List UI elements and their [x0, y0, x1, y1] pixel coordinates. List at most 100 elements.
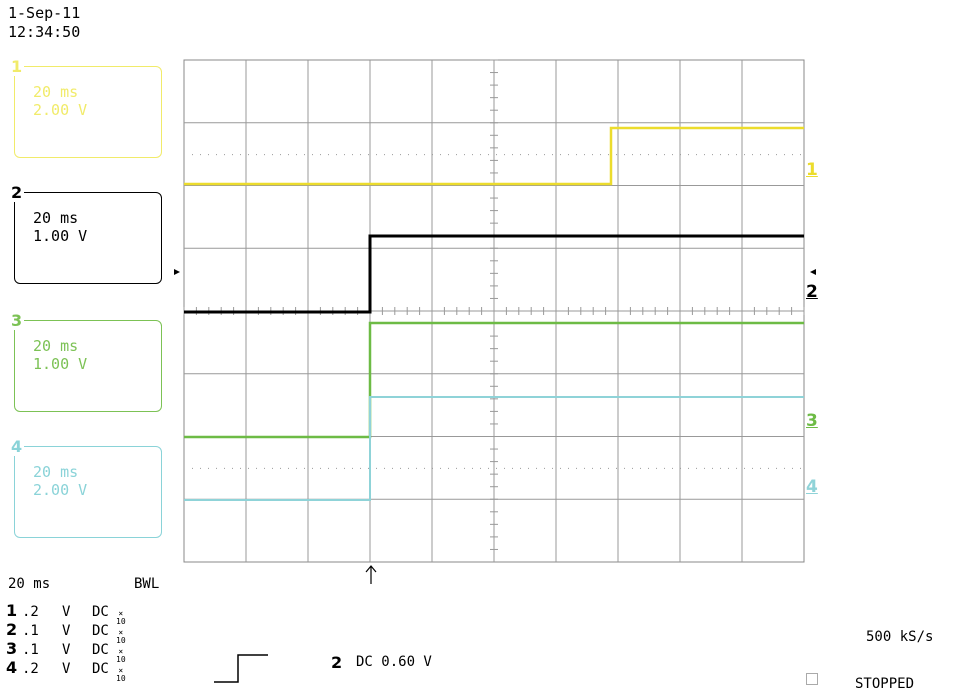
- channel-2-volts: 1.00 V: [33, 227, 88, 245]
- graticule-dot: [688, 467, 689, 469]
- graticule-dot: [232, 467, 233, 469]
- graticule-dot: [520, 154, 521, 156]
- graticule-dot: [504, 154, 505, 156]
- trace-channel-4: [184, 396, 804, 501]
- graticule-dot: [760, 154, 761, 156]
- row-4-unit: V: [62, 661, 71, 677]
- graticule-dot: [256, 467, 257, 469]
- graticule-dot: [200, 467, 201, 469]
- graticule-dot: [784, 467, 785, 469]
- graticule-dot: [664, 467, 665, 469]
- graticule-dot: [600, 154, 601, 156]
- graticule-dot: [320, 467, 321, 469]
- graticule-dot: [528, 467, 529, 469]
- channel-2-box[interactable]: 2 20 ms 1.00 V: [9, 183, 162, 284]
- acquisition-date: 1-Sep-11: [8, 4, 81, 22]
- graticule-dot: [352, 467, 353, 469]
- channel-3-number: 3: [9, 311, 25, 330]
- graticule-dot: [224, 154, 225, 156]
- graticule-dot: [344, 467, 345, 469]
- graticule-dot: [552, 467, 553, 469]
- trace-channel-2: [184, 234, 804, 314]
- graticule-dot: [648, 467, 649, 469]
- graticule-dot: [768, 154, 769, 156]
- graticule-dot: [712, 154, 713, 156]
- graticule-dot: [264, 467, 265, 469]
- graticule-dot: [424, 467, 425, 469]
- row-3-unit: V: [62, 642, 71, 658]
- graticule-dot: [584, 467, 585, 469]
- graticule-dot: [368, 467, 369, 469]
- graticule-dot: [696, 467, 697, 469]
- graticule-dot: [424, 154, 425, 156]
- channel-1-settings-row: 1 .2 V DC × 10: [6, 601, 126, 626]
- graticule-dot: [416, 467, 417, 469]
- channel-2-right-marker[interactable]: [810, 269, 816, 275]
- graticule-dot: [312, 467, 313, 469]
- graticule-dot: [720, 154, 721, 156]
- graticule-dot: [272, 467, 273, 469]
- channel-2-offset-marker[interactable]: [174, 269, 180, 275]
- graticule-dot: [240, 467, 241, 469]
- graticule-dot: [800, 154, 801, 156]
- timebase-readout: 20 ms: [8, 576, 51, 592]
- channel-4-volts: 2.00 V: [33, 481, 88, 499]
- graticule-dot: [376, 154, 377, 156]
- graticule-dot: [552, 154, 553, 156]
- trace-label-4: 4: [806, 477, 818, 497]
- acquisition-status: STOPPED: [855, 676, 915, 692]
- channel-1-box[interactable]: 1 20 ms 2.00 V: [9, 57, 162, 158]
- graticule-dot: [584, 154, 585, 156]
- graticule-dot: [320, 154, 321, 156]
- graticule-dot: [464, 154, 465, 156]
- graticule-dot: [680, 154, 681, 156]
- graticule-dot: [704, 467, 705, 469]
- channel-4-box[interactable]: 4 20 ms 2.00 V: [9, 437, 162, 538]
- graticule-dot: [568, 467, 569, 469]
- graticule-dot: [272, 154, 273, 156]
- trigger-position-arrow[interactable]: [365, 565, 377, 584]
- graticule-dot: [288, 154, 289, 156]
- graticule-dot: [248, 154, 249, 156]
- graticule-dot: [672, 467, 673, 469]
- graticule-dot: [600, 467, 601, 469]
- channel-3-box[interactable]: 3 20 ms 1.00 V: [9, 311, 162, 412]
- row-1-scale: .2: [22, 604, 39, 620]
- graticule-dot: [496, 467, 497, 469]
- graticule-dot: [304, 154, 305, 156]
- graticule-dot: [768, 467, 769, 469]
- channel-4-settings-row: 4 .2 V DC × 10: [6, 658, 126, 683]
- graticule-dot: [688, 154, 689, 156]
- graticule-dot: [528, 154, 529, 156]
- channel-4-number: 4: [9, 437, 25, 456]
- graticule-dot: [464, 467, 465, 469]
- graticule-dot: [432, 467, 433, 469]
- trigger-level-readout: DC 0.60 V: [356, 654, 432, 670]
- graticule-dot: [544, 154, 545, 156]
- graticule-dot: [560, 467, 561, 469]
- channel-3-settings-row: 3 .1 V DC × 10: [6, 639, 126, 664]
- graticule-dot: [208, 467, 209, 469]
- graticule-dot: [360, 154, 361, 156]
- graticule-dot: [248, 467, 249, 469]
- graticule-dot: [760, 467, 761, 469]
- trace-label-1: 1: [806, 160, 818, 180]
- graticule-dot: [728, 467, 729, 469]
- graticule-dot: [256, 154, 257, 156]
- graticule-dot: [240, 154, 241, 156]
- row-3-coupling: DC: [92, 642, 109, 658]
- graticule-dot: [208, 154, 209, 156]
- graticule-dot: [416, 154, 417, 156]
- row-4-coupling: DC: [92, 661, 109, 677]
- graticule-dot: [288, 467, 289, 469]
- graticule-dot: [744, 154, 745, 156]
- graticule-dot: [520, 467, 521, 469]
- row-3-scale: .1: [22, 642, 39, 658]
- graticule-dot: [216, 467, 217, 469]
- graticule-dot: [792, 154, 793, 156]
- graticule-dot: [568, 154, 569, 156]
- graticule-dot: [696, 154, 697, 156]
- graticule-dot: [456, 467, 457, 469]
- trigger-source-channel: 2: [331, 653, 343, 672]
